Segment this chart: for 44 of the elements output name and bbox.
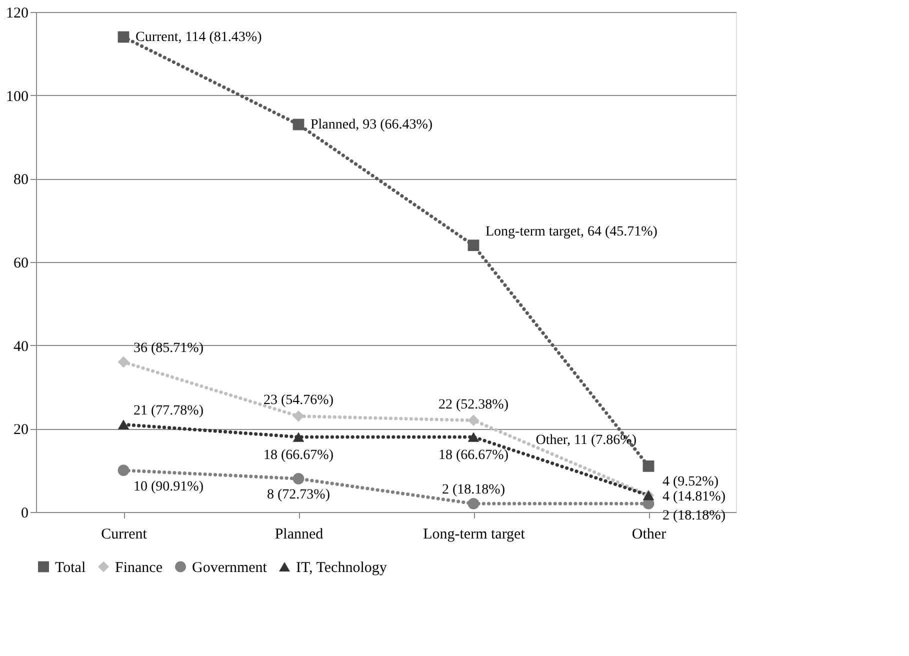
y-tick-label: 80 [14, 172, 28, 188]
data-label: Long-term target, 64 (45.71%) [486, 224, 658, 240]
legend-label: Total [55, 560, 86, 576]
y-tick-label: 120 [6, 6, 28, 22]
data-label: 2 (18.18%) [662, 508, 726, 524]
y-tick-label: 100 [6, 88, 28, 105]
point [292, 432, 304, 442]
y-tick-label: 0 [21, 506, 28, 522]
data-label: 36 (85.71%) [134, 341, 204, 356]
point [292, 118, 304, 130]
data-label: 22 (52.38%) [438, 397, 509, 412]
x-tick-label: Other [632, 526, 666, 542]
data-label: 4 (9.52%) [662, 474, 719, 490]
data-label: 2 (18.18%) [442, 482, 506, 498]
legend-label: IT, Technology [296, 560, 388, 576]
data-label: 23 (54.76%) [264, 393, 334, 408]
data-label: 8 (72.73%) [267, 488, 330, 503]
data-label: 4 (14.81%) [662, 489, 726, 504]
legend-label: Finance [115, 560, 163, 576]
point [642, 460, 654, 472]
y-tick-label: 20 [14, 422, 28, 438]
y-tick-label: 60 [14, 256, 28, 272]
x-tick-label: Current [101, 526, 148, 542]
data-label: 18 (66.67%) [264, 448, 334, 463]
data-label: Planned, 93 (66.43%) [310, 118, 433, 132]
point [292, 472, 304, 484]
point [468, 498, 480, 510]
point [468, 432, 480, 442]
point [468, 240, 480, 252]
data-label: 21 (77.78%) [134, 404, 204, 418]
y-tick-label: 40 [14, 338, 28, 355]
data-label: Current, 114 (81.43%) [136, 30, 262, 45]
data-label: Other, 11 (7.86%) [536, 433, 637, 448]
point [118, 420, 130, 430]
point [468, 414, 480, 426]
point [292, 410, 304, 422]
point [118, 356, 130, 368]
point [118, 31, 130, 43]
x-tick-label: Long-term target [423, 526, 526, 542]
point [118, 464, 130, 476]
data-label: 18 (66.67%) [438, 448, 509, 463]
x-tick-label: Planned [274, 526, 324, 542]
data-label: 10 (90.91%) [134, 479, 204, 494]
legend-label: Government [192, 560, 268, 576]
